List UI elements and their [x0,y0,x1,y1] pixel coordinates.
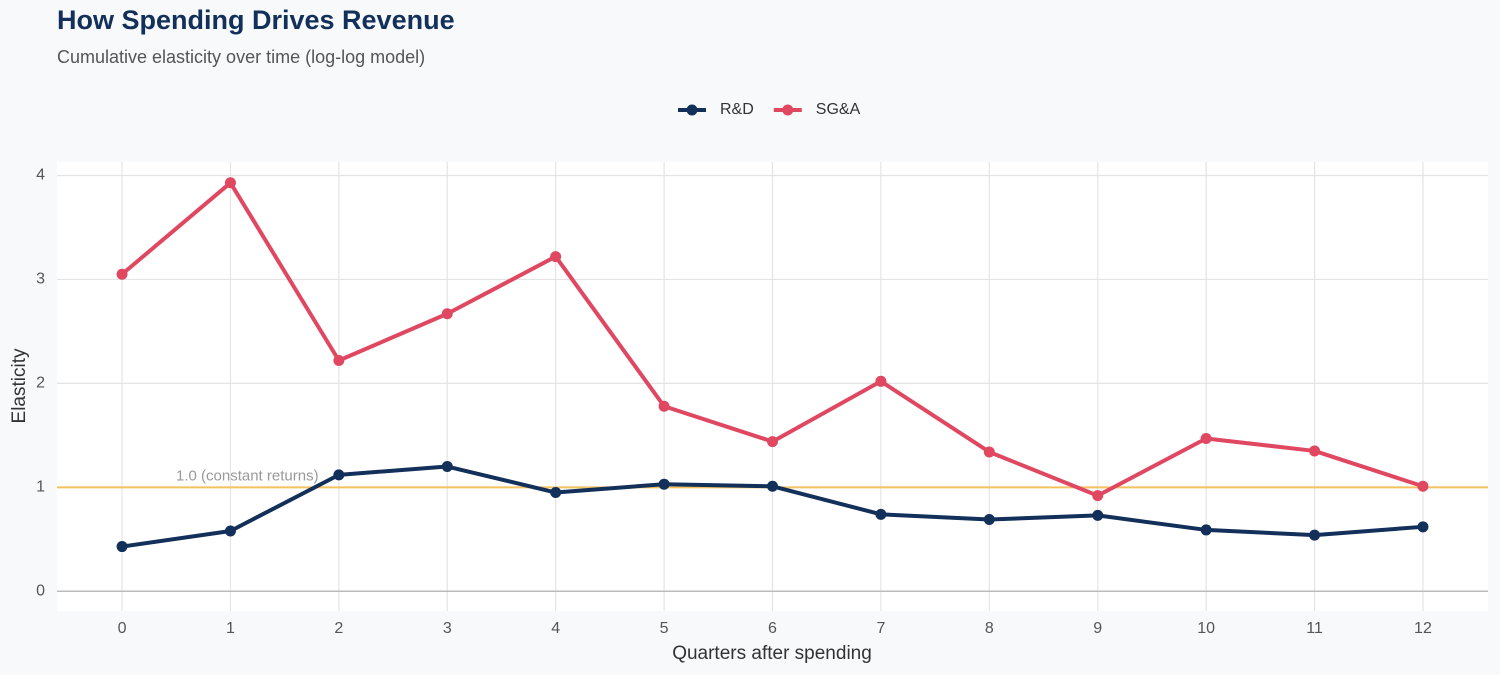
point [441,308,453,320]
point [658,478,670,490]
x-tick-label: 4 [551,620,560,637]
x-axis-title: Quarters after spending [672,643,872,664]
point [1200,432,1212,444]
legend-swatch-dot [686,104,698,116]
x-tick-label: 12 [1414,620,1432,637]
point [116,541,128,553]
x-tick-label: 3 [443,620,452,637]
point [983,514,995,526]
x-tick-label: 1 [226,620,235,637]
point [1092,509,1104,521]
point [1309,529,1321,541]
y-tick-label: 1 [36,479,45,496]
point [1200,524,1212,536]
x-tick-label: 0 [118,620,127,637]
point [767,480,778,492]
point [116,268,128,280]
x-tick-label: 10 [1197,620,1215,637]
point [224,525,236,537]
legend-label: R&D [720,101,754,118]
chart-subtitle: Cumulative elasticity over time (log-log… [57,47,425,67]
point [333,469,345,481]
x-tick-label: 8 [985,620,994,637]
point [1417,521,1429,533]
x-tick-label: 2 [334,620,343,637]
y-tick-label: 0 [36,582,45,599]
chart-title: How Spending Drives Revenue [57,5,455,35]
point [550,487,562,499]
point [1092,490,1104,502]
reference-label: 1.0 (constant returns) [176,467,319,484]
y-axis-title: Elasticity [9,348,30,423]
point [875,375,887,387]
x-tick-label: 6 [768,620,777,637]
point [875,508,887,520]
point [1417,480,1429,492]
x-tick-label: 9 [1093,620,1102,637]
point [1309,445,1321,457]
legend-swatch-dot [782,104,794,116]
point [983,446,995,458]
point [441,461,453,473]
point [224,177,236,189]
point [333,355,345,367]
x-tick-label: 11 [1306,620,1323,637]
point [550,251,562,263]
legend-label: SG&A [816,101,861,118]
point [767,436,778,448]
x-tick-label: 5 [660,620,669,637]
y-tick-label: 2 [36,375,45,392]
y-tick-label: 4 [36,167,45,184]
point [658,400,670,412]
y-tick-label: 3 [36,271,45,288]
x-tick-label: 7 [876,620,885,637]
